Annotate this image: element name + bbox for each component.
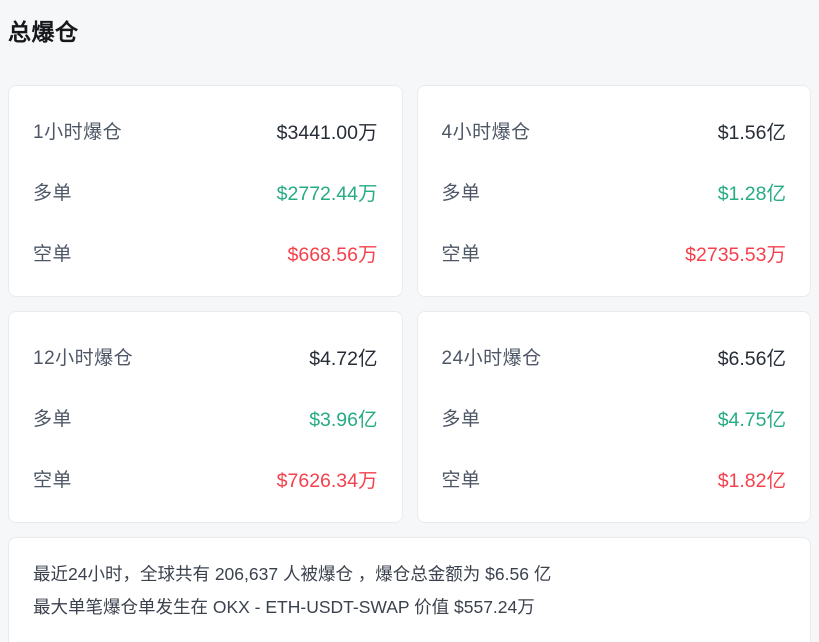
short-value: $7626.34万 xyxy=(276,469,378,492)
short-label: 空单 xyxy=(33,469,73,491)
short-value: $668.56万 xyxy=(287,243,378,266)
long-label: 多单 xyxy=(33,182,73,204)
long-value: $3.96亿 xyxy=(309,408,378,431)
card-total-row: 12小时爆仓 $4.72亿 xyxy=(33,343,378,370)
long-value: $2772.44万 xyxy=(276,182,378,205)
long-label: 多单 xyxy=(441,182,481,204)
liquidation-card-4h: 4小时爆仓 $1.56亿 多单 $1.28亿 空单 $2735.53万 xyxy=(416,85,811,297)
short-label: 空单 xyxy=(441,243,481,265)
card-short-row: 空单 $2735.53万 xyxy=(441,239,787,266)
long-label: 多单 xyxy=(33,408,73,430)
period-label: 12小时爆仓 xyxy=(33,347,134,369)
total-value: $6.56亿 xyxy=(717,347,786,370)
card-long-row: 多单 $4.75亿 xyxy=(441,404,787,431)
summary-line-2: 最大单笔爆仓单发生在 OKX - ETH-USDT-SWAP 价值 $557.2… xyxy=(33,597,535,617)
card-total-row: 4小时爆仓 $1.56亿 xyxy=(441,117,787,144)
summary-line-1: 最近24小时，全球共有 206,637 人被爆仓 ，爆仓总金额为 $6.56 亿 xyxy=(33,564,552,584)
total-value: $3441.00万 xyxy=(276,121,378,144)
period-label: 4小时爆仓 xyxy=(441,121,531,143)
card-short-row: 空单 $1.82亿 xyxy=(441,465,787,492)
card-long-row: 多单 $2772.44万 xyxy=(33,178,378,205)
total-value: $4.72亿 xyxy=(309,347,378,370)
card-long-row: 多单 $1.28亿 xyxy=(441,178,787,205)
long-value: $4.75亿 xyxy=(717,408,786,431)
period-label: 24小时爆仓 xyxy=(441,347,542,369)
stat-cards-grid: 1小时爆仓 $3441.00万 多单 $2772.44万 空单 $668.56万… xyxy=(8,85,811,523)
total-value: $1.56亿 xyxy=(717,121,786,144)
short-value: $2735.53万 xyxy=(685,243,786,266)
card-total-row: 1小时爆仓 $3441.00万 xyxy=(33,117,378,144)
card-long-row: 多单 $3.96亿 xyxy=(33,404,378,431)
card-short-row: 空单 $7626.34万 xyxy=(33,465,378,492)
card-short-row: 空单 $668.56万 xyxy=(33,239,378,266)
card-total-row: 24小时爆仓 $6.56亿 xyxy=(441,343,787,370)
short-label: 空单 xyxy=(33,243,73,265)
short-value: $1.82亿 xyxy=(717,469,786,492)
long-label: 多单 xyxy=(441,408,481,430)
long-value: $1.28亿 xyxy=(717,182,786,205)
summary-card: 最近24小时，全球共有 206,637 人被爆仓 ，爆仓总金额为 $6.56 亿… xyxy=(8,537,811,642)
page-title: 总爆仓 xyxy=(8,19,79,45)
liquidation-card-12h: 12小时爆仓 $4.72亿 多单 $3.96亿 空单 $7626.34万 xyxy=(8,311,403,523)
period-label: 1小时爆仓 xyxy=(33,121,123,143)
liquidation-card-1h: 1小时爆仓 $3441.00万 多单 $2772.44万 空单 $668.56万 xyxy=(8,85,403,297)
short-label: 空单 xyxy=(441,469,481,491)
liquidation-card-24h: 24小时爆仓 $6.56亿 多单 $4.75亿 空单 $1.82亿 xyxy=(416,311,811,523)
